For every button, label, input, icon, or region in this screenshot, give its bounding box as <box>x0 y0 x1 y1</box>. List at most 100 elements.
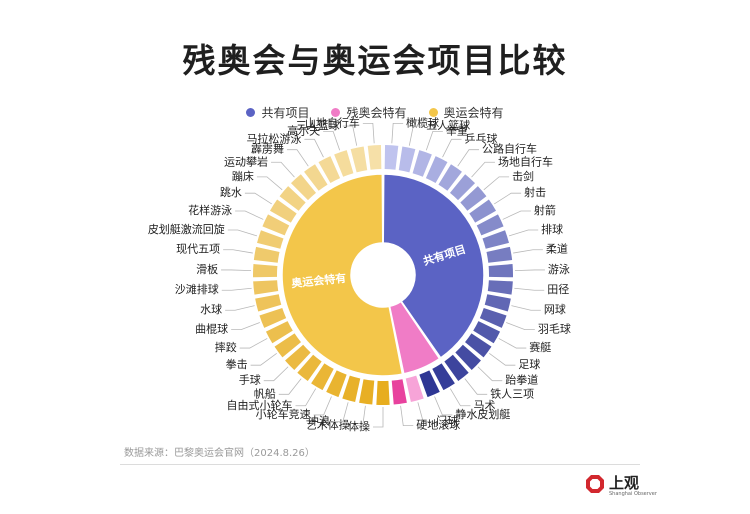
outer-segment-label-34: 沙滩排球 <box>175 282 219 296</box>
outer-segment-label-31: 摔跤 <box>215 340 237 354</box>
outer-segment-label-44: 高尔夫 <box>287 123 320 137</box>
leader-line-34 <box>221 287 252 291</box>
outer-segment-label-14: 羽毛球 <box>538 322 571 336</box>
outer-segment-label-26: 小轮车竞速 <box>256 407 311 421</box>
legend-swatch-paralympic <box>331 108 341 117</box>
outer-segment-label-28: 帆船 <box>254 386 276 400</box>
leader-line-1 <box>408 125 424 146</box>
brand-subtitle: Shanghai Observer <box>609 491 657 497</box>
outer-segment-label-41: 运动攀岩 <box>224 154 268 168</box>
outer-segment-4 <box>438 164 462 191</box>
outer-segment-39 <box>269 199 297 223</box>
leader-line-12 <box>514 287 545 291</box>
leader-line-0 <box>391 122 404 144</box>
legend-label-olympic: 奥运会特有 <box>443 106 504 120</box>
leader-line-18 <box>464 378 488 395</box>
leader-line-44 <box>323 131 341 151</box>
outer-segment-1 <box>398 146 416 173</box>
outer-segment-label-2: 举重 <box>446 123 468 137</box>
leader-line-21 <box>417 402 434 422</box>
outer-segment-26 <box>326 370 347 398</box>
leader-line-9 <box>508 229 539 237</box>
outer-segment-12 <box>487 280 513 295</box>
outer-segment-label-7: 射击 <box>524 185 546 199</box>
leader-line-38 <box>235 210 264 220</box>
legend-item-paralympic: 残奥会特有 <box>331 104 407 121</box>
outer-segment-9 <box>482 230 509 249</box>
outer-segment-44 <box>334 150 354 177</box>
outer-segment-27 <box>311 363 334 391</box>
outer-segment-label-43: 马拉松游泳 <box>246 131 301 145</box>
leader-line-14 <box>506 322 535 331</box>
chart-legend: 共有项目 残奥会特有 奥运会特有 <box>0 104 750 121</box>
legend-item-olympic: 奥运会特有 <box>428 104 504 121</box>
leader-line-25 <box>332 402 349 422</box>
outer-segment-6 <box>460 186 487 211</box>
outer-segment-label-18: 铁人三项 <box>490 387 534 400</box>
leader-line-7 <box>494 192 522 205</box>
outer-segment-label-10: 柔道 <box>546 242 568 256</box>
outer-segment-11 <box>488 264 513 278</box>
outer-segment-8 <box>476 214 504 236</box>
outer-segment-label-15: 赛艇 <box>529 340 551 354</box>
data-source: 数据来源：巴黎奥运会官网（2024.8.26） <box>124 448 315 459</box>
outer-segment-32 <box>259 307 287 328</box>
outer-segment-16 <box>465 333 492 358</box>
leader-line-42 <box>286 149 309 167</box>
outer-segment-24 <box>359 379 375 405</box>
outer-segment-23 <box>376 380 390 406</box>
outer-segment-label-46: 山地自行车 <box>305 115 360 129</box>
outer-segment-2 <box>412 150 432 177</box>
outer-segment-label-3: 乒乓球 <box>465 131 498 145</box>
outer-segment-46 <box>367 145 382 170</box>
outer-segment-14 <box>479 307 507 328</box>
outer-segment-36 <box>253 246 280 263</box>
outer-segment-label-38: 花样游泳 <box>188 203 232 217</box>
outer-segment-19 <box>432 363 455 391</box>
outer-segment-35 <box>252 264 278 278</box>
outer-segment-20 <box>419 370 440 398</box>
outer-segment-43 <box>318 156 341 183</box>
leader-line-31 <box>239 338 268 349</box>
outer-segment-label-11: 游泳 <box>548 262 570 276</box>
outer-segment-38 <box>262 214 290 236</box>
outer-segment-label-16: 足球 <box>518 357 540 371</box>
outer-segment-0 <box>384 145 399 170</box>
leader-line-10 <box>513 249 543 254</box>
outer-segment-label-25: 冲浪 <box>308 414 330 428</box>
outer-segment-29 <box>285 344 311 371</box>
leader-line-33 <box>225 305 255 311</box>
outer-segment-7 <box>469 199 497 223</box>
leader-line-2 <box>425 131 443 151</box>
leader-line-4 <box>457 149 480 167</box>
outer-segment-33 <box>255 294 282 312</box>
outer-segment-label-4: 公路自行车 <box>482 142 537 156</box>
outer-segment-13 <box>484 294 511 312</box>
leader-line-29 <box>263 366 289 382</box>
outer-segment-10 <box>486 246 513 263</box>
footer-divider <box>120 464 640 465</box>
leader-line-3 <box>442 138 462 158</box>
outer-segment-label-5: 场地自行车 <box>498 154 553 168</box>
chart-title: 残奥会与奥运会项目比较 <box>182 41 568 80</box>
legend-item-shared: 共有项目 <box>246 104 309 121</box>
outer-segment-label-35: 滑板 <box>196 262 218 276</box>
inner-slice-label-2: 奥运会特有 <box>290 271 347 291</box>
leader-line-8 <box>502 210 531 220</box>
leader-line-22 <box>400 405 414 427</box>
inner-slice-1 <box>388 300 441 375</box>
outer-segment-40 <box>279 186 306 211</box>
outer-segment-label-32: 曲棍球 <box>195 322 228 336</box>
outer-segment-28 <box>297 354 322 382</box>
outer-segment-41 <box>290 174 317 201</box>
outer-segment-label-40: 蹦床 <box>232 169 254 183</box>
leader-line-45 <box>342 125 358 146</box>
leader-line-17 <box>477 366 503 382</box>
leader-line-28 <box>278 378 302 395</box>
outer-segment-label-42: 霹雳舞 <box>251 143 284 156</box>
outer-segment-22 <box>391 379 407 405</box>
outer-segment-5 <box>449 174 476 201</box>
outer-segment-25 <box>342 375 361 402</box>
outer-segment-label-21: 门球 <box>436 414 458 428</box>
